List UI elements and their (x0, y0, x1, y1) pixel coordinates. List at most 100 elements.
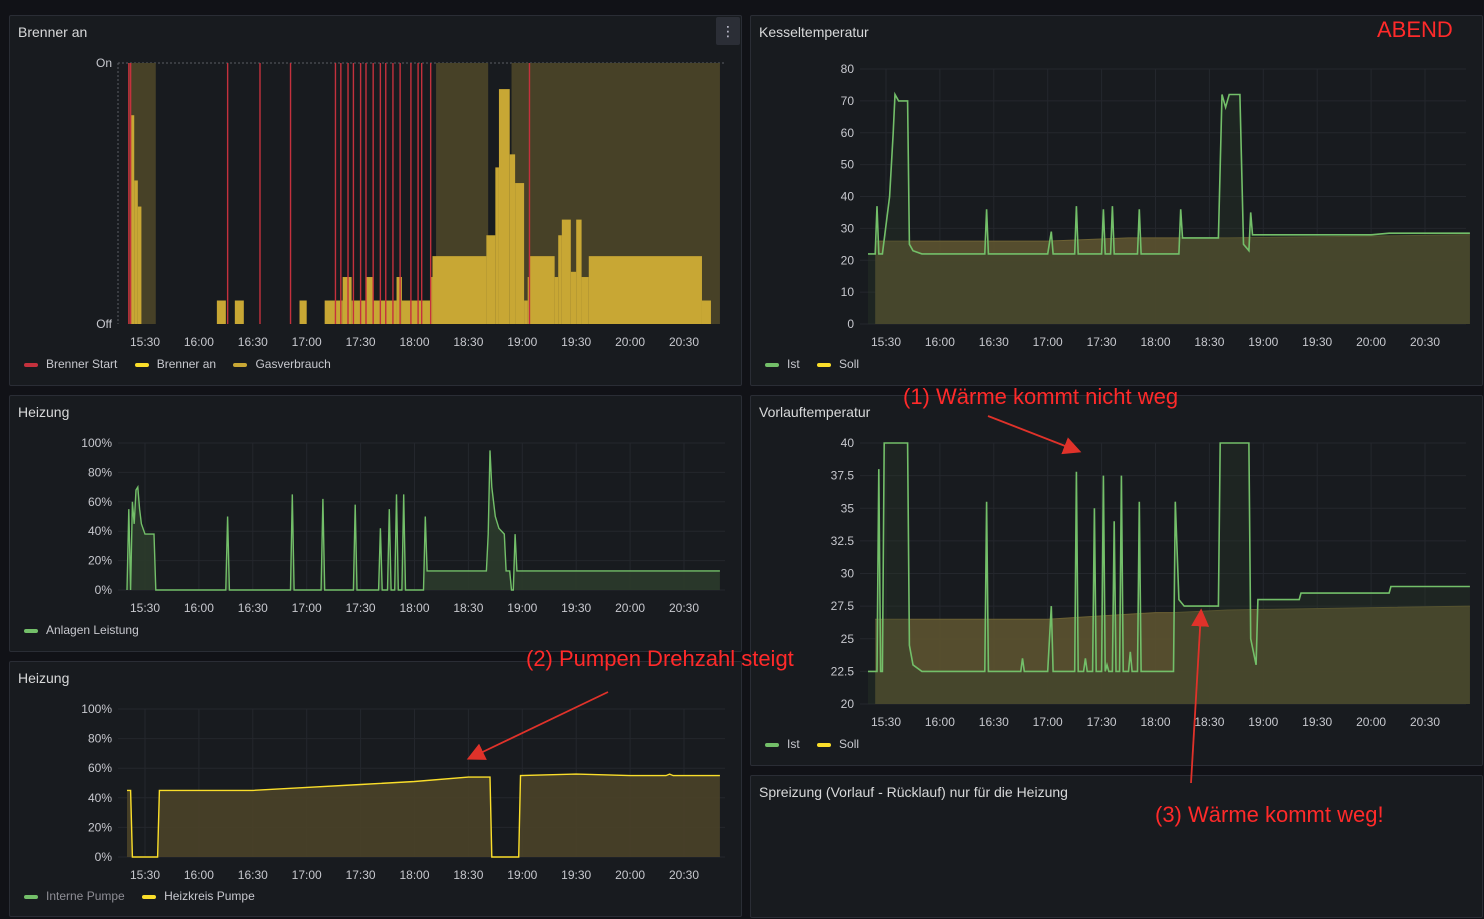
y-tick-label: On (96, 56, 112, 70)
x-tick-label: 16:30 (979, 715, 1009, 729)
legend-item-brenner-an[interactable]: Brenner an (134, 357, 217, 371)
y-tick-label: 50 (841, 158, 855, 172)
y-tick-label: 35 (841, 501, 855, 515)
panel-title-kessel: Kesseltemperatur (759, 24, 869, 40)
series-line (126, 450, 720, 591)
gasverbrauch-bar (430, 277, 433, 324)
series-area-fill (127, 450, 720, 590)
panel-title-brenner: Brenner an (18, 24, 88, 40)
x-tick-label: 15:30 (130, 335, 160, 349)
gasverbrauch-bar (509, 154, 516, 324)
gasverbrauch-bar (234, 300, 244, 324)
y-tick-label: 20 (841, 697, 855, 711)
panel-menu-icon[interactable]: ⋮ (716, 17, 740, 45)
legend-swatch (134, 362, 149, 367)
y-tick-label: 20% (88, 820, 112, 834)
x-tick-label: 16:00 (184, 335, 214, 349)
gasverbrauch-bar (515, 183, 525, 324)
y-tick-label: 20% (88, 554, 112, 568)
annotation-note-2: (2) Pumpen Drehzahl steigt (526, 646, 794, 671)
legend-item-ist[interactable]: Ist (765, 357, 800, 371)
x-tick-label: 20:30 (1410, 715, 1440, 729)
x-tick-label: 17:30 (346, 601, 376, 615)
gasverbrauch-bar (588, 256, 702, 324)
gasverbrauch-bar (130, 115, 135, 324)
legend-vorlauf: Ist Soll (765, 737, 873, 751)
x-tick-label: 16:30 (979, 335, 1009, 349)
x-tick-label: 20:00 (615, 601, 645, 615)
x-tick-label: 19:30 (561, 335, 591, 349)
panel-title-spreizung: Spreizung (Vorlauf - Rücklauf) nur für d… (759, 784, 1068, 800)
legend-label: Anlagen Leistung (46, 623, 139, 637)
x-tick-label: 18:00 (399, 335, 429, 349)
y-tick-label: 70 (841, 94, 855, 108)
legend-item-anlagen-leistung[interactable]: Anlagen Leistung (24, 623, 139, 637)
gasverbrauch-bar (396, 277, 402, 324)
y-tick-label: 20 (841, 253, 855, 267)
legend-item-heizkreis-pumpe[interactable]: Heizkreis Pumpe (142, 889, 255, 903)
y-tick-label: 40% (88, 791, 112, 805)
legend-label: Brenner an (156, 357, 217, 371)
gasverbrauch-bar (373, 300, 397, 324)
annotation-note-1: (1) Wärme kommt nicht weg (903, 384, 1179, 409)
legend-item-soll[interactable]: Soll (817, 357, 859, 371)
series-line (127, 773, 720, 858)
gasverbrauch-bar (486, 235, 496, 324)
gasverbrauch-bar (561, 219, 571, 324)
y-tick-label: 30 (841, 567, 855, 581)
gasverbrauch-bar (554, 277, 559, 324)
series-ist-area (868, 443, 1470, 704)
legend-item-soll[interactable]: Soll (817, 737, 859, 751)
gasverbrauch-bar (401, 300, 431, 324)
legend-label: Ist (787, 357, 800, 371)
y-tick-label: 80% (88, 732, 112, 746)
y-tick-label: 100% (81, 436, 112, 450)
gasverbrauch-bar (342, 277, 352, 324)
legend-item-ist[interactable]: Ist (765, 737, 800, 751)
legend-item-interne-pumpe[interactable]: Interne Pumpe (24, 889, 125, 903)
x-tick-label: 18:30 (1194, 715, 1224, 729)
legend-swatch (233, 362, 248, 367)
x-tick-label: 17:30 (346, 868, 376, 882)
x-tick-label: 20:00 (615, 335, 645, 349)
y-tick-label: 30 (841, 221, 855, 235)
x-tick-label: 19:30 (1302, 715, 1332, 729)
x-tick-label: 17:00 (1033, 715, 1063, 729)
x-tick-label: 15:30 (871, 335, 901, 349)
legend-label: Gasverbrauch (255, 357, 331, 371)
y-tick-label: 40 (841, 436, 855, 450)
x-tick-label: 18:00 (399, 601, 429, 615)
x-tick-label: 17:00 (292, 601, 322, 615)
y-tick-label: 60 (841, 126, 855, 140)
series-area-fill (127, 774, 720, 857)
y-tick-label: 27.5 (831, 599, 855, 613)
y-tick-label: 40% (88, 524, 112, 538)
x-tick-label: 19:30 (561, 601, 591, 615)
legend-heizung-pumpen: Interne Pumpe Heizkreis Pumpe (24, 889, 269, 903)
series-ist-line (868, 91, 1470, 255)
x-tick-label: 19:30 (561, 868, 591, 882)
legend-label: Interne Pumpe (46, 889, 125, 903)
legend-swatch (817, 362, 832, 367)
legend-brenner: Brenner Start Brenner an Gasverbrauch (24, 357, 345, 371)
y-tick-label: 0% (95, 583, 113, 597)
legend-item-brenner-start[interactable]: Brenner Start (24, 357, 117, 371)
gasverbrauch-bar (498, 89, 510, 324)
y-tick-label: Off (96, 317, 112, 331)
x-tick-label: 18:30 (453, 335, 483, 349)
gasverbrauch-bar (529, 256, 555, 324)
y-tick-label: 32.5 (831, 534, 855, 548)
legend-item-gasverbrauch[interactable]: Gasverbrauch (233, 357, 331, 371)
x-tick-label: 18:00 (399, 868, 429, 882)
x-tick-label: 20:30 (1410, 335, 1440, 349)
y-tick-label: 80 (841, 62, 855, 76)
legend-swatch (817, 742, 832, 747)
gasverbrauch-bar (216, 300, 226, 324)
x-tick-label: 16:30 (238, 601, 268, 615)
gasverbrauch-bar (365, 277, 374, 324)
x-tick-label: 20:00 (615, 868, 645, 882)
panel-title-heizung-pumpen: Heizung (18, 670, 70, 686)
x-tick-label: 19:00 (507, 868, 537, 882)
x-tick-label: 19:00 (507, 601, 537, 615)
